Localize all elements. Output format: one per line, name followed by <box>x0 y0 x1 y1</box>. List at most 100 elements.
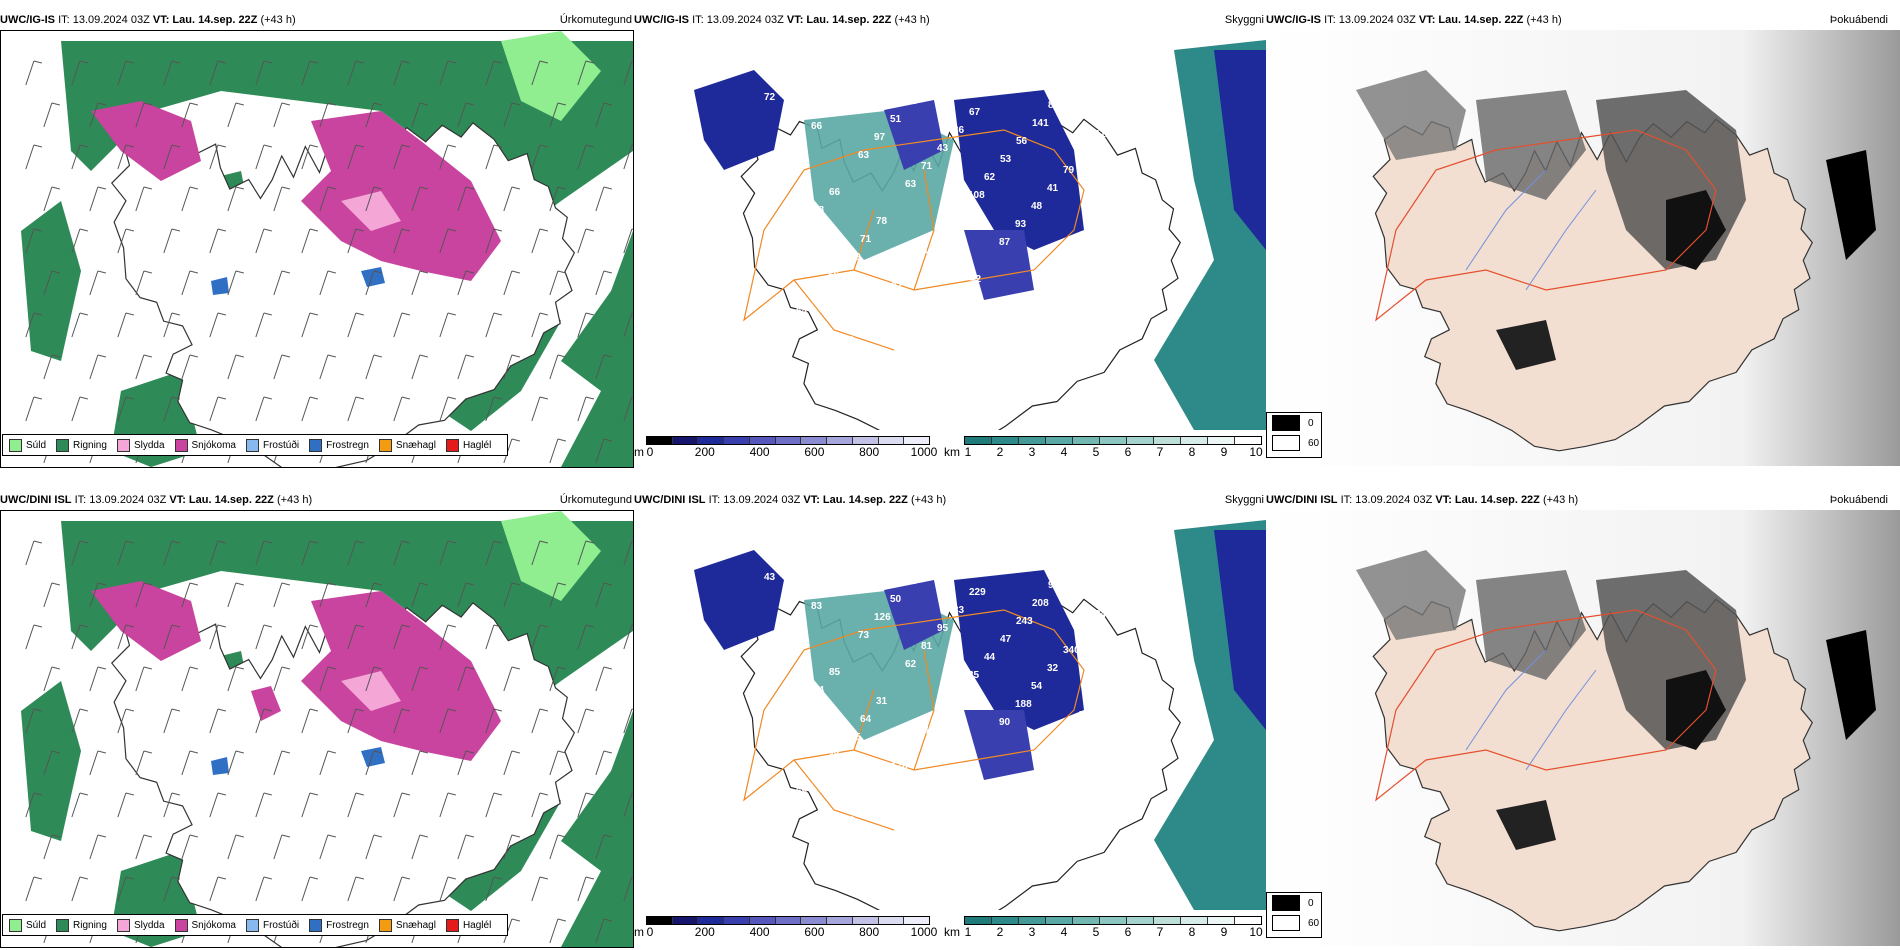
cloudbase-value-label: 108 <box>968 190 985 201</box>
legend-item: Frostregn <box>309 438 369 452</box>
colorbar-strip <box>964 916 1262 925</box>
colorbar-tick-label: 6 <box>1124 445 1132 459</box>
valid-time: VT: Lau. 14.sep. 22Z <box>803 494 908 506</box>
colorbar-swatch <box>827 437 853 444</box>
fog-map <box>1266 510 1900 946</box>
river-network <box>1465 649 1597 771</box>
legend-item: Slydda <box>116 438 165 452</box>
wind-barbs <box>25 540 633 944</box>
colorbar-swatch <box>1181 437 1208 444</box>
precip-map <box>0 510 634 948</box>
colorbar-unit: km <box>944 445 960 459</box>
fog-legend-item: 0 <box>1267 413 1321 433</box>
colorbar-tick-label: 7 <box>1156 445 1164 459</box>
precip-panel-row1: UWC/IG-IS IT: 13.09.2024 03Z VT: Lau. 14… <box>0 10 634 468</box>
cloudbase-value-label: 66 <box>907 743 919 754</box>
cloudbase-value-label: 195 <box>1093 775 1110 786</box>
cloudbase-value-label: 32 <box>1047 663 1059 674</box>
lead-time: (+43 h) <box>276 494 313 506</box>
cloudbase-value-label: 83 <box>811 601 823 612</box>
colorbar-swatch <box>1154 917 1181 924</box>
legend-label: Súld <box>26 439 47 451</box>
cloudbase-value-label: 41 <box>1047 183 1059 194</box>
legend-swatch <box>116 918 130 932</box>
cloudbase-value-label: 41 <box>812 288 824 299</box>
cloudbase-value-label: 243 <box>1016 616 1033 627</box>
cloudbase-value-label: 53 <box>1000 154 1012 165</box>
cloudbase-value-label: 73 <box>858 630 870 641</box>
cloudbase-value-label: 282 <box>797 703 814 714</box>
cloudbase-value-label: 64 <box>860 714 872 725</box>
cloudbase-value-label: 56 <box>828 270 840 281</box>
cloudbase-value-label: 126 <box>874 612 891 623</box>
cloudbase-value-label: 110 <box>938 310 955 321</box>
colorbar-swatch <box>1046 437 1073 444</box>
cloudbase-value-label: 942 <box>1095 609 1112 620</box>
cloudbase-value-label: 63 <box>858 150 870 161</box>
colorbar-swatch <box>992 437 1019 444</box>
lead-time: (+43 h) <box>1526 14 1562 26</box>
cloudbase-value-label: 88 <box>827 583 839 594</box>
cloudbase-value-label: 37 <box>859 797 871 808</box>
colorbar-swatch <box>1019 917 1046 924</box>
colorbar-tick-label: 3 <box>1028 925 1036 939</box>
colorbar-tick-label: 7 <box>1156 925 1164 939</box>
cloudbase-value-label: 110 <box>827 103 844 114</box>
colorbar-tick-label: 200 <box>694 925 715 939</box>
legend-swatch <box>174 918 188 932</box>
panel-title: Þokuábendi <box>1829 494 1888 506</box>
fog-legend-label: 0 <box>1308 417 1314 429</box>
cloudbase-value-label: 48 <box>922 328 934 339</box>
legend-item: Súld <box>9 918 47 932</box>
legend-item: Rigning <box>56 918 107 932</box>
panel-title: Þokuábendi <box>1829 14 1888 26</box>
river-network <box>1465 169 1597 291</box>
cloudbase-value-label: 70 <box>1109 277 1121 288</box>
panel-header: UWC/IG-IS IT: 13.09.2024 03Z VT: Lau. 14… <box>0 10 634 30</box>
fog-legend-swatch <box>1272 415 1300 431</box>
colorbar-strip <box>964 436 1262 445</box>
cloudbase-value-label: 50 <box>890 594 902 605</box>
init-time: IT: 13.09.2024 03Z <box>1340 494 1433 506</box>
colorbar-swatch <box>647 917 673 924</box>
legend-item: Rigning <box>56 438 107 452</box>
colorbar-swatch <box>852 437 879 444</box>
lead-time: (+43 h) <box>260 14 296 26</box>
init-time: IT: 13.09.2024 03Z <box>692 14 784 26</box>
init-time: IT: 13.09.2024 03Z <box>1324 14 1416 26</box>
colorbar-swatch <box>965 917 992 924</box>
colorbar-tick-label: 1000 <box>910 445 938 459</box>
legend-swatch <box>56 918 70 932</box>
cloud-panel-row1: UWC/IG-IS IT: 13.09.2024 03Z VT: Lau. 14… <box>634 10 1266 466</box>
colorbar-swatch <box>801 917 828 924</box>
cloudbase-value-label: 92 <box>891 281 903 292</box>
cloudbase-value-label: 138 <box>923 245 940 256</box>
init-time: IT: 13.09.2024 03Z <box>708 494 801 506</box>
cloudbase-value-label: 105 <box>844 732 861 743</box>
colorbar-swatch <box>1154 437 1181 444</box>
cloudbase-value-label: 64 <box>813 685 825 696</box>
colorbar-tick-label: 600 <box>804 445 825 459</box>
legend-label: Frostúði <box>262 919 300 931</box>
colorbar-tick-label: 400 <box>749 445 770 459</box>
legend-item: Snæhagl <box>378 438 436 452</box>
colorbar-tick-label: 10 <box>1249 445 1263 459</box>
fog-legend-swatch <box>1272 435 1300 451</box>
legend-swatch <box>445 438 459 452</box>
cloudbase-value-label: 265 <box>797 223 814 234</box>
cloudbase-value-label: 43 <box>1078 230 1090 241</box>
precip-panel-row2: UWC/DINI ISL IT: 13.09.2024 03Z VT: Lau.… <box>0 490 634 948</box>
legend-swatch <box>9 438 22 452</box>
legend-label: Súld <box>26 919 47 931</box>
colorbar-swatch <box>801 437 828 444</box>
legend-label: Snjókoma <box>191 919 236 931</box>
model-name: UWC/IG-IS <box>0 14 55 26</box>
legend-item: Snjókoma <box>174 918 236 932</box>
cloudbase-value-label: 129 <box>844 252 861 263</box>
cloudbase-value-label: 90 <box>780 804 792 815</box>
cloudbase-value-label: 29 <box>859 317 871 328</box>
colorbar-swatch <box>749 437 776 444</box>
colorbar-swatch <box>904 437 930 444</box>
fog-legend-label: 0 <box>1308 897 1314 909</box>
colorbar-unit: m <box>634 445 644 459</box>
